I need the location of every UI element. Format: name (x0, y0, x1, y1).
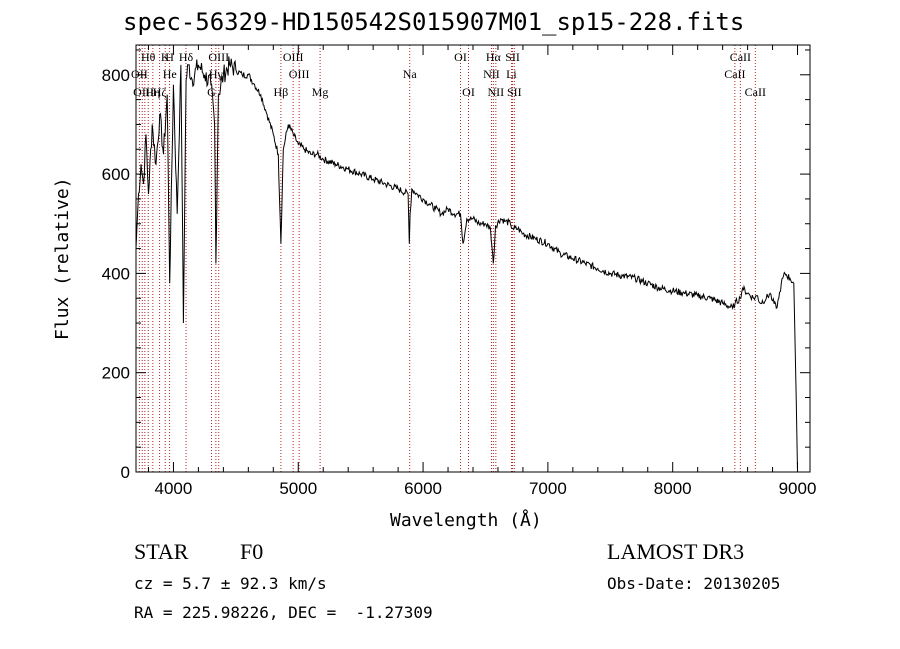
x-axis-ticks: 4000 5000 6000 7000 8000 9000 (147, 45, 817, 498)
line-label: CaII (724, 67, 745, 81)
y-tick-label: 200 (102, 364, 130, 383)
line-label: Hβ (274, 85, 289, 99)
line-label: Hγ (209, 67, 224, 81)
plot-frame (135, 44, 811, 473)
line-label: OII (131, 67, 148, 81)
line-label: OI (454, 50, 467, 64)
y-tick-label: 800 (102, 66, 130, 85)
x-tick-label: 8000 (654, 479, 692, 498)
observation-date: Obs-Date: 20130205 (607, 574, 781, 593)
redshift-cz: cz = 5.7 ± 92.3 km/s (134, 574, 327, 593)
line-label: He (163, 67, 177, 81)
survey-name: LAMOST DR3 (607, 539, 745, 564)
line-label: G (207, 85, 216, 99)
line-label: Hα (486, 50, 502, 64)
x-tick-label: 6000 (404, 479, 442, 498)
line-label: Hζ (153, 85, 167, 99)
line-label: SII (507, 85, 522, 99)
x-tick-label: 4000 (155, 479, 193, 498)
line-label: NII (488, 85, 505, 99)
line-label: NII (483, 67, 500, 81)
y-tick-label: 0 (121, 463, 130, 482)
line-label: OIII (133, 85, 154, 99)
spectrum-line (135, 56, 798, 473)
line-label: Mg (312, 85, 329, 99)
line-label: OIII (208, 50, 229, 64)
y-axis-ticks: 0 200 400 600 800 (102, 49, 810, 482)
line-label: OIII (283, 50, 304, 64)
line-label: Na (403, 67, 418, 81)
x-tick-label: 5000 (279, 479, 317, 498)
line-label: K (161, 50, 170, 64)
line-label: OIII (289, 67, 310, 81)
emission-line-labels: HθOIIOIIIKHeHηHHζHδHγGOIIIHβOIIIOIIIMgNa… (131, 50, 766, 99)
line-label: SII (505, 50, 520, 64)
line-label: Li (506, 67, 517, 81)
line-label: OI (462, 85, 475, 99)
y-tick-label: 600 (102, 165, 130, 184)
line-label: H (165, 50, 174, 64)
line-label: Hδ (179, 50, 194, 64)
line-label: CaII (730, 50, 751, 64)
coordinates: RA = 225.98226, DEC = -1.27309 (134, 603, 433, 622)
chart-title: spec-56329-HD150542S015907M01_sp15-228.f… (123, 8, 745, 36)
object-type: STAR (134, 539, 189, 564)
x-axis-label: Wavelength (Å) (390, 510, 542, 531)
y-axis-label: Flux (relative) (52, 177, 73, 340)
x-tick-label: 7000 (529, 479, 567, 498)
y-tick-label: 400 (102, 264, 130, 283)
spectral-subclass: F0 (240, 539, 264, 564)
x-tick-label: 9000 (779, 479, 817, 498)
line-label: Hθ (141, 50, 156, 64)
line-label: CaII (745, 85, 766, 99)
line-label: Hη (145, 85, 160, 99)
emission-line-markers (138, 45, 756, 472)
